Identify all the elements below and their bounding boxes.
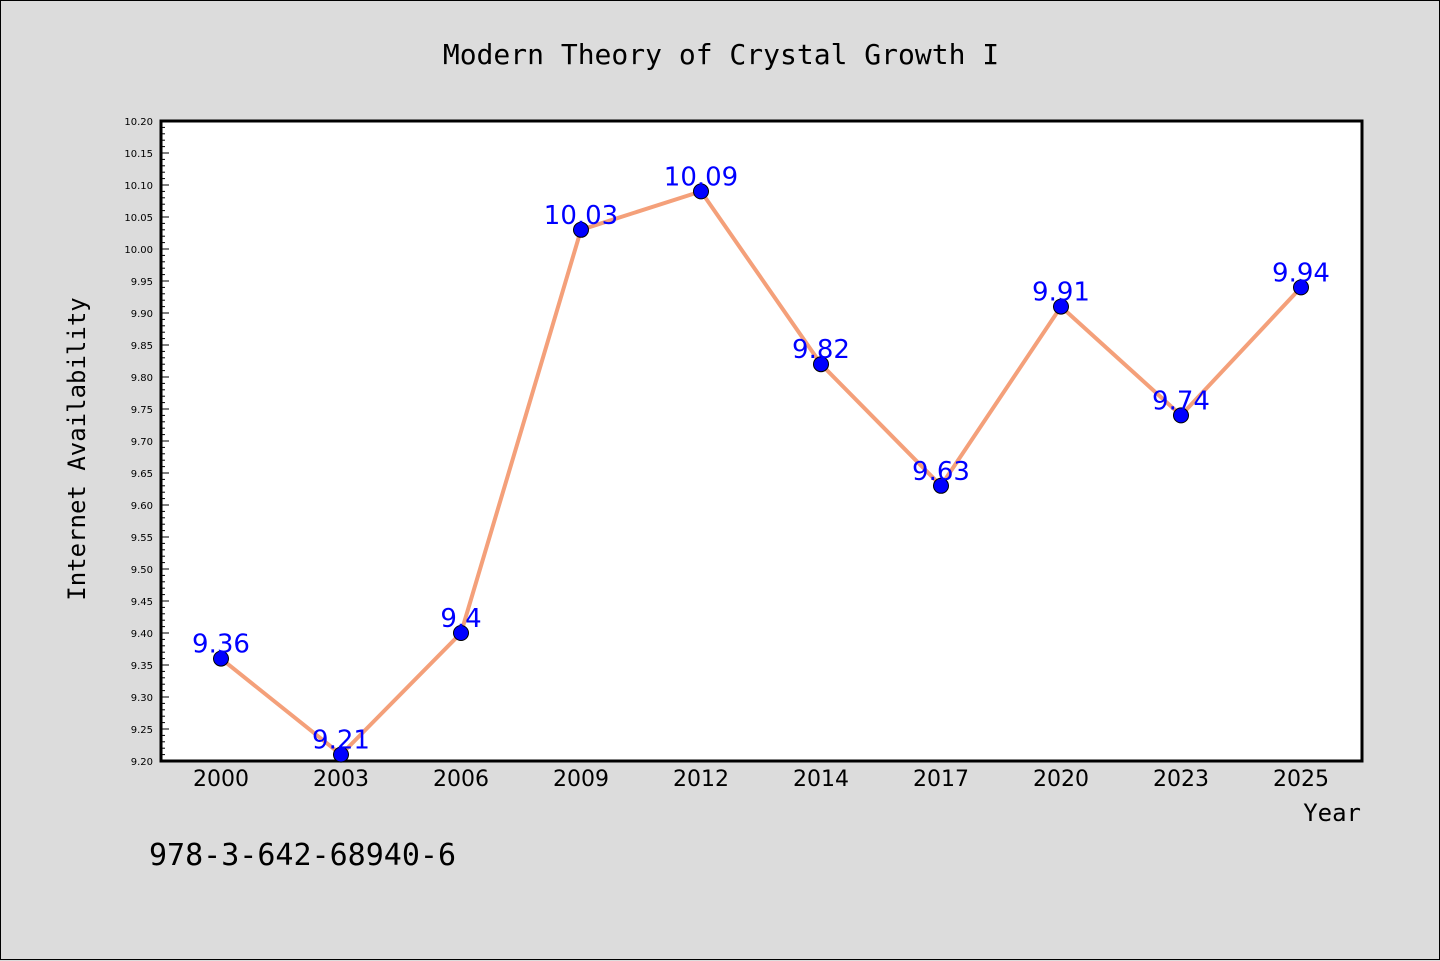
- data-point: [453, 625, 469, 641]
- data-point: [1293, 279, 1309, 296]
- plot-area: [159, 119, 1364, 763]
- x-tick-label: 2025: [1273, 767, 1329, 792]
- x-tick-label: 2017: [913, 767, 969, 792]
- series-line: [219, 189, 1303, 757]
- y-tick-label: 10.10: [124, 181, 153, 192]
- x-tick-label: 2012: [673, 767, 729, 792]
- data-label: 9.94: [1272, 258, 1330, 288]
- y-tick-label: 10.15: [124, 149, 153, 160]
- y-tick-label: 9.70: [131, 437, 153, 448]
- data-label: 9.4: [440, 604, 481, 634]
- data-point: [813, 356, 829, 373]
- x-tick-label: 2003: [313, 767, 369, 792]
- y-tick-label: 9.60: [131, 501, 153, 512]
- data-labels-layer: 9.36 9.21 9.4 10.03 10.09 9.82 9.63 9.91 9.74 9.9…: [192, 162, 1330, 755]
- y-axis-label: Internet Availability: [63, 297, 91, 600]
- data-label: 10.09: [664, 162, 738, 192]
- y-tick-label: 9.85: [131, 341, 153, 352]
- x-tick-label: 2006: [433, 767, 489, 792]
- x-tick-label: 2009: [553, 767, 609, 792]
- y-tick-label: 10.00: [124, 245, 153, 256]
- y-tick-label: 9.65: [131, 469, 153, 480]
- y-tick-label: 9.45: [131, 597, 153, 608]
- data-point: [333, 746, 349, 763]
- x-tick-label: 2014: [793, 767, 849, 792]
- x-tick-label: 2023: [1153, 767, 1209, 792]
- y-tick-label: 9.50: [131, 565, 153, 576]
- data-label: 9.74: [1152, 386, 1210, 416]
- data-label: 9.21: [312, 726, 370, 756]
- y-tick-label: 9.75: [131, 405, 153, 416]
- y-tick-label: 10.20: [124, 117, 153, 128]
- x-tick-label: 2020: [1033, 767, 1089, 792]
- data-point: [573, 221, 589, 238]
- y-tick-label: 9.55: [131, 533, 153, 544]
- x-axis: 2000 2003 2006 2009 2012 2014 2017 2020 2023 2025: [193, 767, 1329, 792]
- data-point: [1173, 407, 1189, 424]
- y-tick-label: 10.05: [124, 213, 153, 224]
- data-label: 9.82: [792, 335, 850, 365]
- data-label: 9.63: [912, 457, 970, 487]
- chart-title: Modern Theory of Crystal Growth I: [443, 38, 999, 71]
- x-axis-label: Year: [1303, 799, 1361, 827]
- series-layer: [213, 183, 1309, 763]
- data-point: [693, 183, 709, 200]
- data-label: 9.91: [1032, 278, 1090, 308]
- data-label: 9.36: [192, 630, 250, 660]
- y-axis: 9.20 9.25 9.30 9.35 9.40 9.45 9.50 9.55 9.60 9.65…: [124, 117, 169, 768]
- y-tick-label: 9.25: [131, 725, 153, 736]
- data-label: 10.03: [544, 201, 618, 231]
- data-point: [1053, 298, 1069, 315]
- y-tick-label: 9.35: [131, 661, 153, 672]
- y-tick-label: 9.80: [131, 373, 153, 384]
- y-tick-label: 9.90: [131, 309, 153, 320]
- y-tick-label: 9.30: [131, 693, 153, 704]
- x-tick-label: 2000: [193, 767, 249, 792]
- y-tick-label: 9.95: [131, 277, 153, 288]
- data-point: [933, 477, 949, 494]
- data-point: [213, 650, 229, 667]
- y-tick-label: 9.20: [131, 757, 153, 768]
- y-tick-label: 9.40: [131, 629, 153, 640]
- isbn-text: 978-3-642-68940-6: [149, 838, 456, 873]
